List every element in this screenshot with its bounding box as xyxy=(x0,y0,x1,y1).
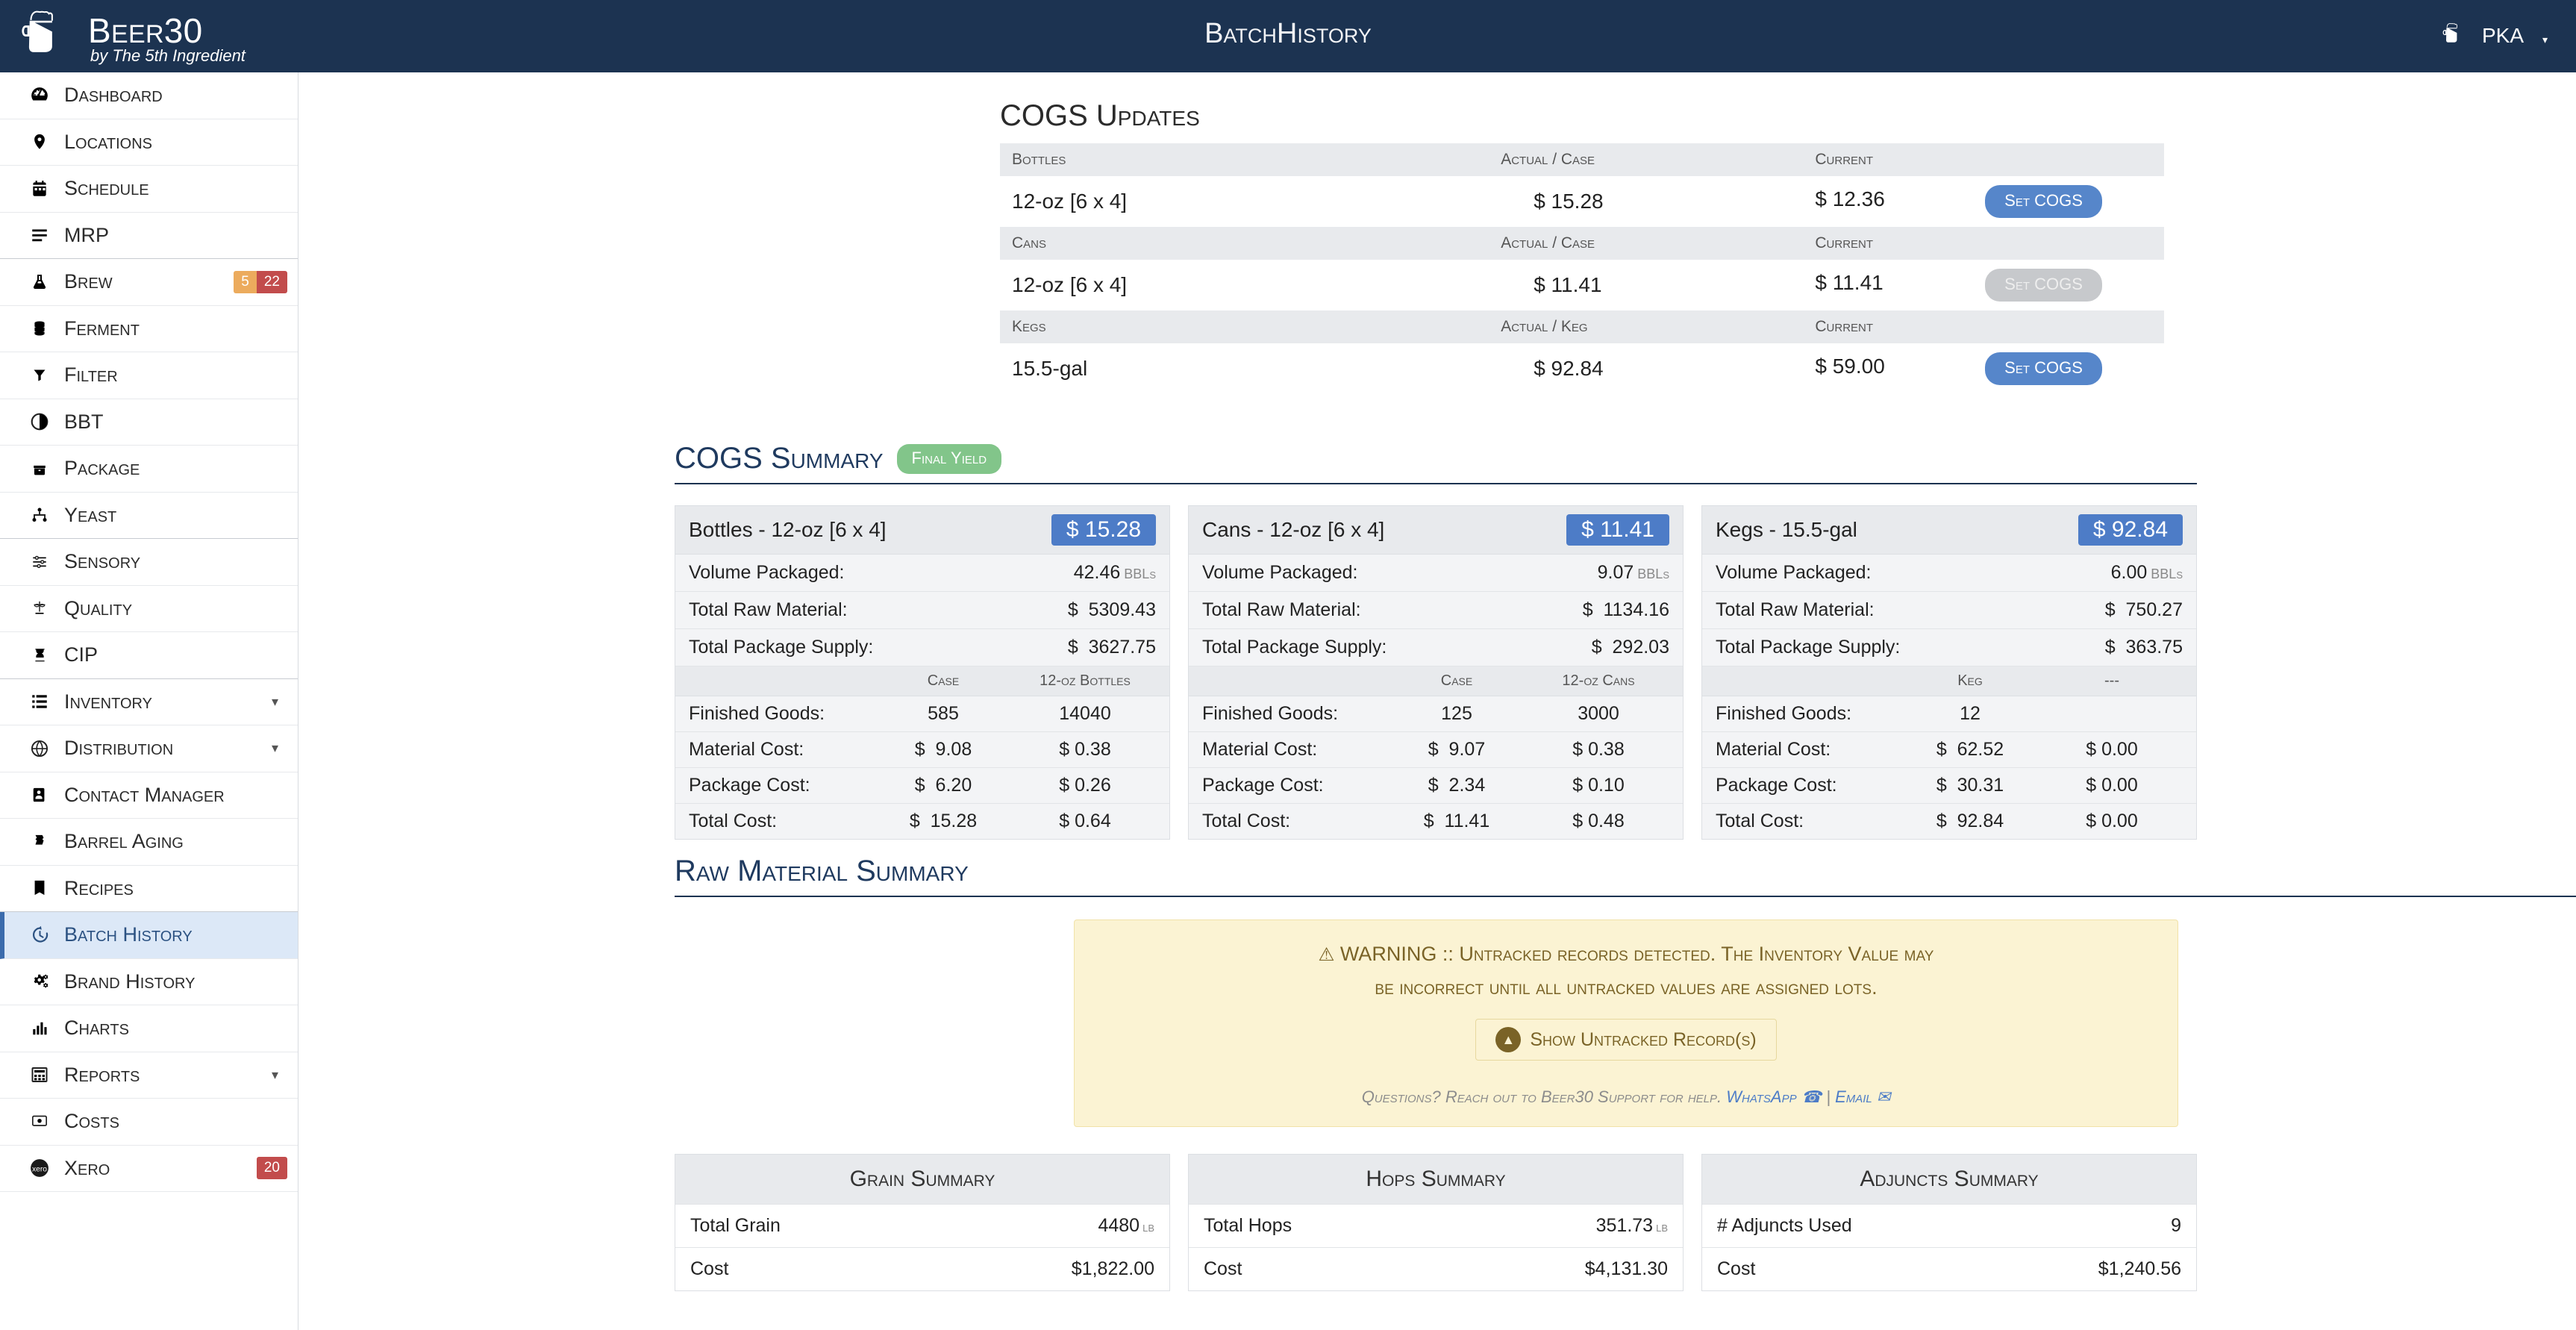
svg-text:xero: xero xyxy=(32,1166,47,1174)
